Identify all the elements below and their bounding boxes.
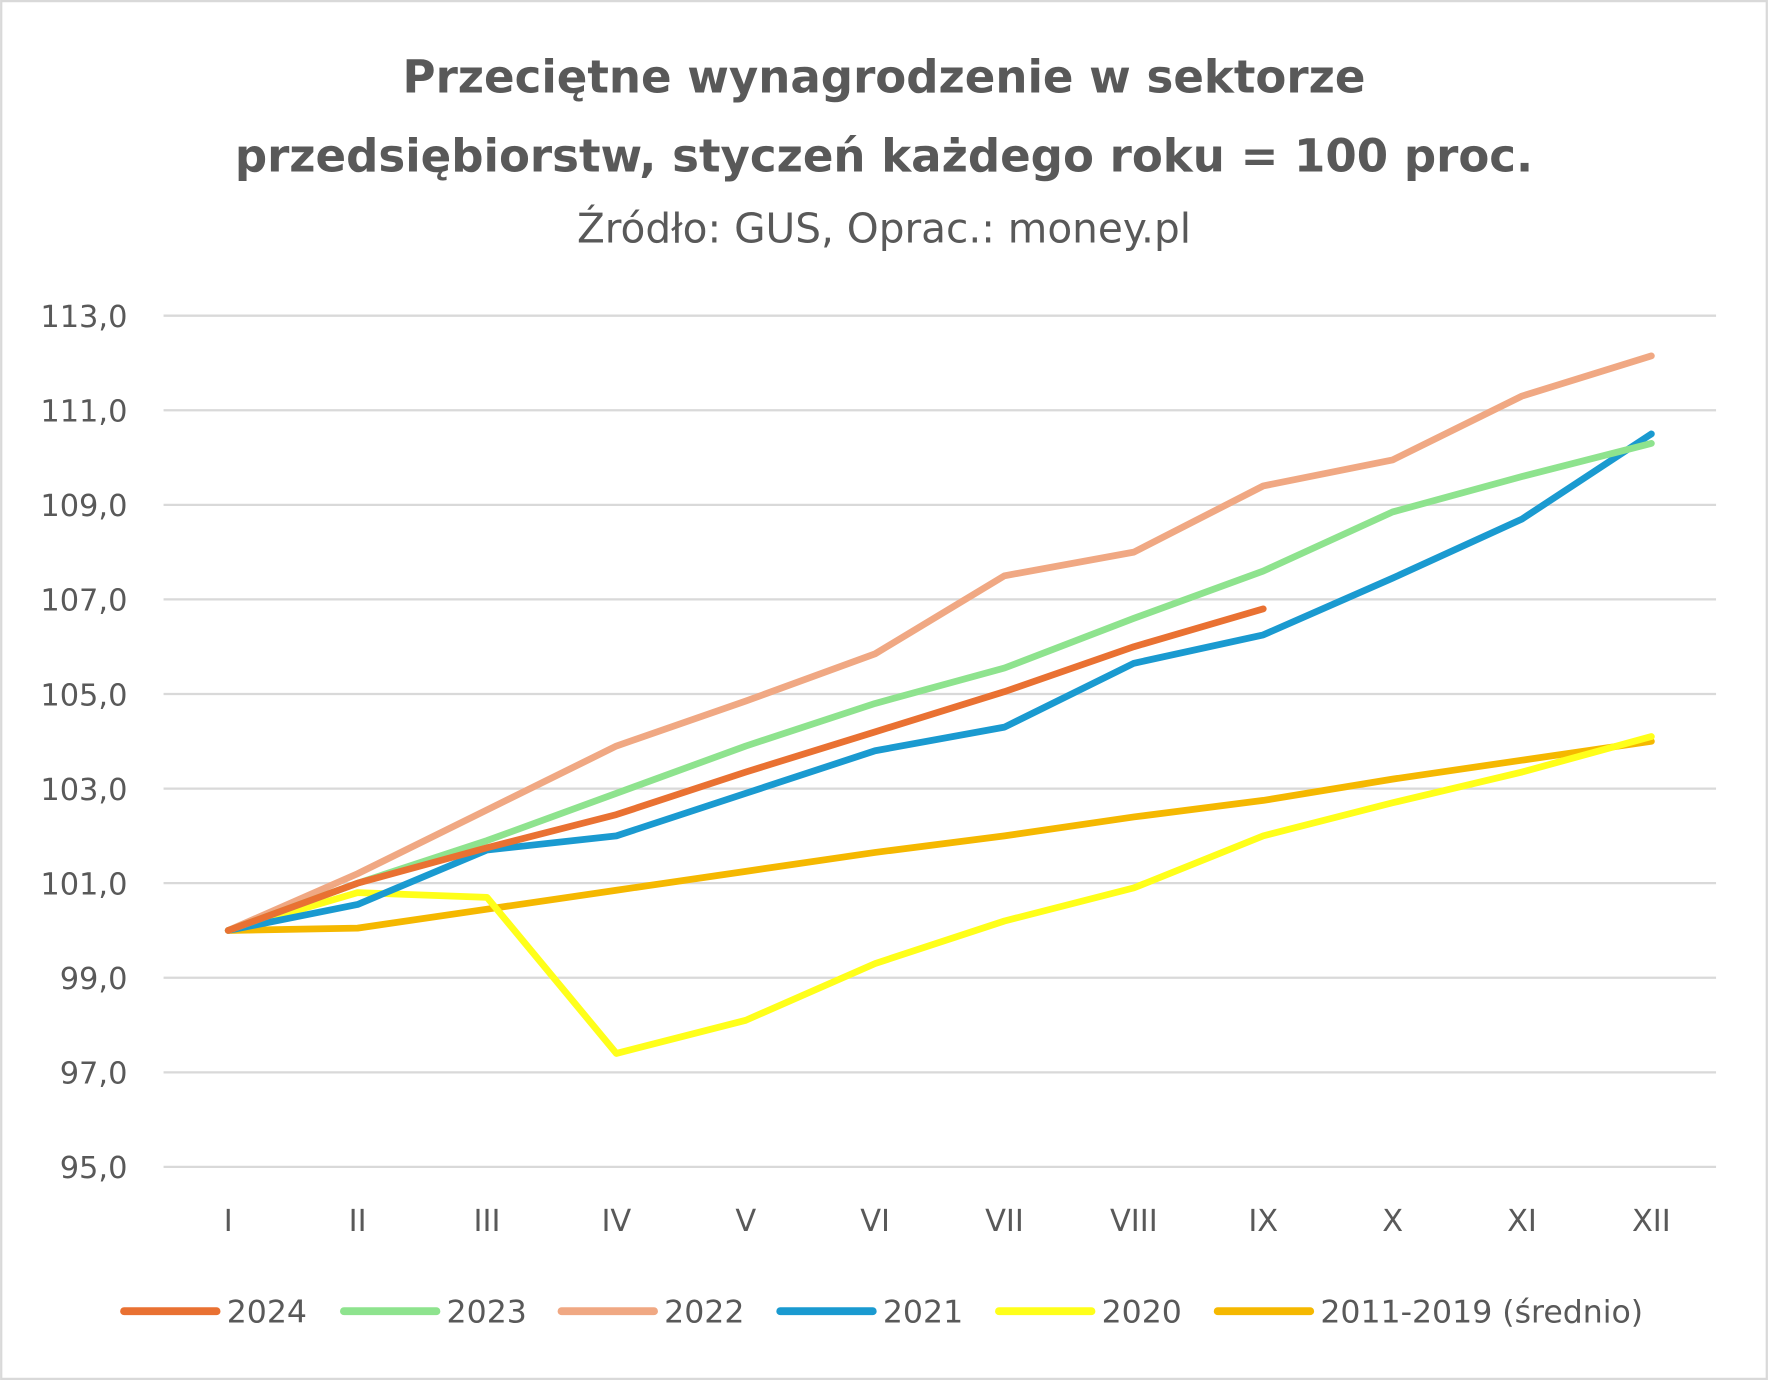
series-lines: [224, 352, 1655, 1057]
x-tick-label: II: [349, 1204, 367, 1239]
gridlines: [163, 314, 1717, 1169]
legend-item: 2023: [340, 1295, 527, 1331]
legend: 2024 2023 2022 2021 2020 2011-2019 (średnio): [120, 1295, 1643, 1331]
series-line-2023: [224, 439, 1655, 934]
x-tick-label: VI: [860, 1204, 890, 1239]
x-tick-label: V: [735, 1204, 756, 1239]
y-tick-label: 109,0: [40, 489, 127, 524]
legend-label: 2022: [664, 1295, 744, 1331]
series-line-2011-2019-rednio-: [224, 737, 1655, 934]
y-tick-label: 113,0: [40, 300, 127, 335]
legend-item: 2021: [776, 1295, 963, 1331]
legend-item: 2011-2019 (średnio): [1213, 1295, 1643, 1331]
x-axis-ticks: I II III IV V VI VII VIII IX X XI XII: [224, 1204, 1671, 1239]
series-line-2022: [224, 352, 1655, 934]
legend-label: 2024: [227, 1295, 307, 1331]
y-tick-label: 95,0: [60, 1151, 128, 1186]
x-tick-label: XII: [1632, 1204, 1671, 1239]
y-tick-label: 99,0: [60, 962, 128, 997]
y-tick-label: 107,0: [40, 584, 127, 619]
y-tick-label: 103,0: [40, 773, 127, 808]
legend-item: 2020: [995, 1295, 1182, 1331]
chart-subtitle: Źródło: GUS, Oprac.: money.pl: [577, 204, 1191, 252]
x-tick-label: X: [1382, 1204, 1403, 1239]
series-line-2020: [224, 733, 1655, 1057]
legend-label: 2021: [883, 1295, 963, 1331]
x-tick-label: VIII: [1110, 1204, 1158, 1239]
x-tick-label: VII: [985, 1204, 1024, 1239]
legend-label: 2011-2019 (średnio): [1320, 1295, 1643, 1331]
series-line-2024: [224, 605, 1267, 934]
x-tick-label: IX: [1248, 1204, 1278, 1239]
y-axis-ticks: 95,0 97,0 99,0 101,0 103,0 105,0 107,0 109,0 111…: [40, 300, 127, 1186]
y-tick-label: 105,0: [40, 678, 127, 713]
chart-title-line-1: Przeciętne wynagrodzenie w sektorze: [403, 50, 1366, 103]
chart-title-line-2: przedsiębiorstw, styczeń każdego roku = …: [235, 129, 1533, 182]
legend-item: 2022: [557, 1295, 744, 1331]
series-line-2021: [224, 430, 1655, 934]
y-tick-label: 111,0: [40, 395, 127, 430]
legend-label: 2020: [1102, 1295, 1182, 1331]
x-tick-label: III: [474, 1204, 501, 1239]
x-tick-label: IV: [601, 1204, 631, 1239]
legend-item: 2024: [120, 1295, 307, 1331]
x-tick-label: I: [224, 1204, 233, 1239]
x-tick-label: XI: [1507, 1204, 1537, 1239]
y-tick-label: 97,0: [60, 1057, 128, 1092]
legend-label: 2023: [447, 1295, 527, 1331]
y-tick-label: 101,0: [40, 867, 127, 902]
